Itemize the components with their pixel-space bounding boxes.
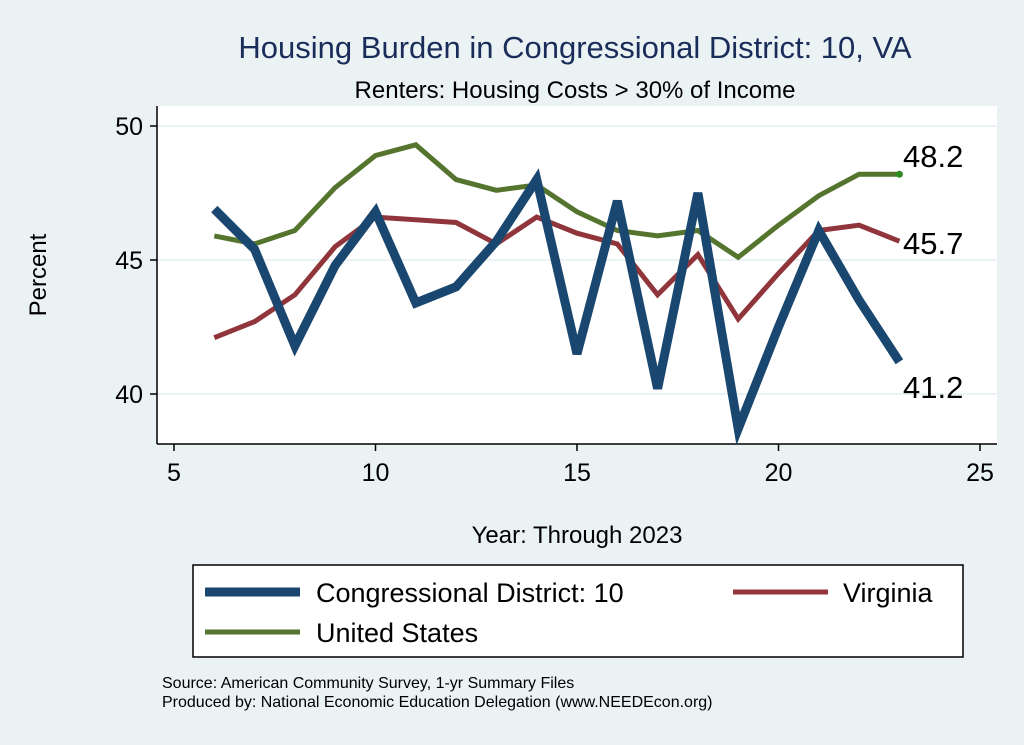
series-lines bbox=[211, 142, 904, 446]
x-axis-label: Year: Through 2023 bbox=[472, 522, 683, 549]
legend-label-1: Virginia bbox=[843, 578, 934, 608]
series-line-2 bbox=[213, 142, 900, 261]
x-tick-label: 25 bbox=[966, 459, 994, 487]
x-tick-label: 15 bbox=[563, 459, 591, 487]
x-tick-label: 10 bbox=[362, 459, 390, 487]
footnote-source: Source: American Community Survey, 1-yr … bbox=[162, 675, 574, 692]
legend-label-2: United States bbox=[316, 618, 478, 648]
legend-box bbox=[192, 564, 964, 658]
y-tick-label: 50 bbox=[115, 113, 143, 141]
series-line-0 bbox=[211, 168, 904, 446]
x-tick-label: 20 bbox=[765, 459, 793, 487]
end-labels: 48.2 45.7 41.2 bbox=[903, 139, 963, 405]
gridlines bbox=[157, 125, 997, 395]
y-axis-label: Percent bbox=[25, 233, 52, 316]
end-marker-united-states bbox=[895, 170, 903, 178]
y-tick-label: 40 bbox=[115, 381, 143, 409]
chart-title: Housing Burden in Congressional District… bbox=[238, 30, 911, 65]
axes: 40 45 50 5 10 15 20 25 bbox=[115, 106, 997, 487]
legend-label-0: Congressional District: 10 bbox=[316, 578, 624, 608]
x-tick-label: 5 bbox=[167, 459, 181, 487]
legend: Congressional District: 10 Virginia United… bbox=[205, 578, 934, 648]
plot-area bbox=[157, 106, 997, 444]
end-label-0: 41.2 bbox=[903, 370, 963, 405]
end-label-1: 45.7 bbox=[903, 226, 963, 261]
footnote-producer: Produced by: National Economic Education… bbox=[162, 694, 713, 711]
end-label-2: 48.2 bbox=[903, 139, 963, 174]
series-line-1 bbox=[213, 214, 901, 341]
chart-subtitle: Renters: Housing Costs > 30% of Income bbox=[355, 77, 796, 104]
y-tick-label: 45 bbox=[115, 247, 143, 275]
